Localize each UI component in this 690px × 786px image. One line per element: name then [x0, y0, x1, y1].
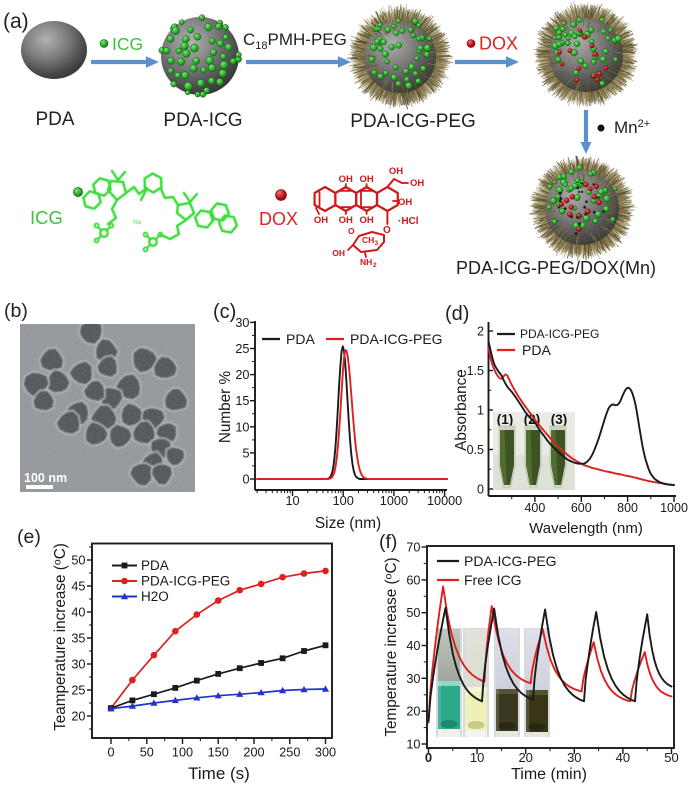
- svg-text:PDA: PDA: [141, 558, 169, 573]
- svg-text:30: 30: [567, 750, 581, 765]
- svg-text:30: 30: [406, 672, 420, 686]
- svg-text:15: 15: [235, 394, 249, 408]
- svg-text:(3): (3): [551, 412, 568, 427]
- svg-text:O: O: [348, 226, 355, 236]
- svg-text:0: 0: [107, 746, 114, 760]
- svg-text:(f): (f): [379, 531, 397, 553]
- svg-text:100: 100: [172, 746, 193, 760]
- svg-text:ICG: ICG: [112, 34, 143, 54]
- svg-text:35: 35: [71, 632, 85, 646]
- svg-text:(e): (e): [17, 526, 41, 548]
- svg-text:40: 40: [71, 606, 85, 620]
- svg-text:30: 30: [71, 658, 85, 672]
- svg-text:200: 200: [243, 746, 264, 760]
- svg-text:50: 50: [71, 554, 85, 568]
- svg-text:3: 3: [375, 240, 379, 247]
- svg-text:Absorbance: Absorbance: [453, 369, 470, 451]
- svg-text:60: 60: [406, 573, 420, 587]
- svg-text:2: 2: [477, 325, 484, 339]
- svg-text:ICG: ICG: [30, 207, 63, 228]
- svg-text:Time (min): Time (min): [511, 766, 587, 783]
- svg-text:0: 0: [425, 750, 432, 765]
- svg-text:OH: OH: [359, 215, 373, 226]
- svg-text:40: 40: [616, 750, 630, 765]
- svg-text:OH: OH: [410, 178, 424, 189]
- svg-text:Na: Na: [133, 219, 142, 226]
- svg-text:0: 0: [242, 473, 249, 487]
- svg-text:45: 45: [71, 580, 85, 594]
- svg-text:NH: NH: [360, 257, 372, 267]
- svg-text:0: 0: [477, 483, 484, 497]
- svg-text:1.5: 1.5: [467, 364, 484, 378]
- svg-text:OH: OH: [398, 197, 412, 208]
- svg-text:1000: 1000: [380, 494, 408, 508]
- svg-text:H2O: H2O: [141, 589, 169, 604]
- svg-text:10: 10: [406, 738, 420, 752]
- svg-text:50: 50: [406, 606, 420, 620]
- svg-text:Size (nm): Size (nm): [315, 515, 381, 532]
- svg-text:600: 600: [571, 501, 592, 515]
- svg-text:DOX: DOX: [259, 209, 298, 229]
- svg-text:(1): (1): [497, 412, 514, 427]
- svg-text:(a): (a): [3, 10, 29, 33]
- svg-text:·HCl: ·HCl: [398, 216, 419, 227]
- svg-text:OH: OH: [332, 248, 345, 258]
- svg-text:25: 25: [71, 684, 85, 698]
- svg-text:50: 50: [664, 750, 678, 765]
- svg-text:0.5: 0.5: [467, 443, 484, 457]
- svg-text:20: 20: [71, 710, 85, 724]
- svg-text:Temperature increase (oC): Temperature increase (oC): [383, 557, 401, 736]
- svg-text:2: 2: [373, 262, 377, 269]
- svg-text:10: 10: [235, 420, 249, 434]
- svg-text:PDA-ICG-PEG/DOX(Mn): PDA-ICG-PEG/DOX(Mn): [456, 258, 656, 278]
- svg-text:20: 20: [235, 368, 249, 382]
- svg-text:10: 10: [470, 750, 484, 765]
- svg-text:PDA: PDA: [286, 331, 315, 347]
- svg-text:OH: OH: [359, 174, 373, 185]
- svg-text:PDA-ICG-PEG: PDA-ICG-PEG: [350, 331, 443, 347]
- svg-text:50: 50: [140, 746, 154, 760]
- svg-text:(c): (c): [213, 301, 236, 323]
- svg-text:40: 40: [406, 639, 420, 653]
- svg-text:1000: 1000: [660, 501, 688, 515]
- svg-text:Time (s): Time (s): [188, 764, 250, 783]
- svg-text:Wavelength (nm): Wavelength (nm): [529, 520, 643, 537]
- svg-text:PDA-ICG: PDA-ICG: [163, 110, 242, 131]
- svg-text:(b): (b): [4, 300, 28, 322]
- svg-text:C18PMH-PEG: C18PMH-PEG: [243, 30, 347, 52]
- svg-text:300: 300: [315, 746, 336, 760]
- svg-text:DOX: DOX: [479, 34, 518, 54]
- svg-text:10000: 10000: [427, 494, 462, 508]
- svg-text:PDA-ICG-PEG: PDA-ICG-PEG: [520, 327, 599, 341]
- svg-text:25: 25: [235, 342, 249, 356]
- svg-text:20: 20: [406, 705, 420, 719]
- svg-text:5: 5: [242, 446, 249, 460]
- svg-text:OH: OH: [389, 166, 403, 177]
- svg-text:PDA: PDA: [522, 342, 551, 358]
- svg-text:OH: OH: [339, 215, 353, 226]
- svg-text:100: 100: [333, 494, 354, 508]
- svg-text:O: O: [383, 225, 391, 236]
- svg-text:OH: OH: [339, 174, 353, 185]
- svg-text:70: 70: [406, 541, 420, 555]
- svg-text:CH: CH: [362, 235, 374, 245]
- svg-text:800: 800: [617, 501, 638, 515]
- svg-text:20: 20: [518, 750, 532, 765]
- svg-text:Free ICG: Free ICG: [464, 572, 522, 588]
- svg-text:100 nm: 100 nm: [24, 471, 67, 485]
- svg-text:10: 10: [285, 494, 299, 508]
- svg-text:PDA-ICG-PEG: PDA-ICG-PEG: [141, 574, 230, 589]
- svg-text:OH: OH: [314, 215, 328, 226]
- svg-text:250: 250: [279, 746, 300, 760]
- svg-text:1: 1: [477, 404, 484, 418]
- svg-text:PDA-ICG-PEG: PDA-ICG-PEG: [464, 553, 557, 569]
- svg-text:PDA-ICG-PEG: PDA-ICG-PEG: [350, 111, 476, 132]
- svg-text:PDA: PDA: [35, 109, 74, 130]
- svg-text:30: 30: [235, 316, 249, 330]
- svg-text:(d): (d): [445, 303, 469, 325]
- svg-text:400: 400: [524, 501, 545, 515]
- svg-text:150: 150: [208, 746, 229, 760]
- svg-text:Teamperature increase (oC): Teamperature increase (oC): [52, 543, 70, 731]
- svg-text:Number %: Number %: [217, 370, 234, 443]
